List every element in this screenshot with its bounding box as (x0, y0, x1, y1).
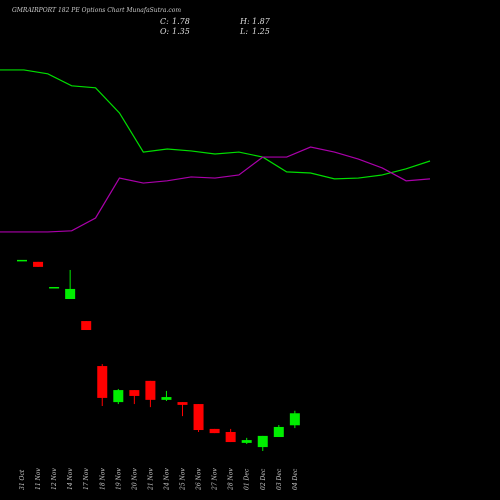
candle-body (113, 390, 124, 403)
x-tick-label: 11 Nov (35, 468, 42, 490)
candle-body (129, 390, 140, 396)
ohlc-value: 1.78 (172, 17, 190, 26)
candle-body (257, 435, 268, 448)
x-tick-label: 21 Nov (147, 468, 154, 491)
candle-body (177, 402, 188, 405)
indicator-line (0, 69, 431, 180)
x-tick-label: 03 Dec (276, 468, 283, 490)
ohlc-value: 1.87 (252, 17, 271, 26)
x-tick-label: 28 Nov (228, 468, 235, 491)
ohlc-value: 1.35 (172, 27, 190, 36)
ohlc-label: C: (160, 17, 169, 26)
x-tick-label: 04 Dec (292, 468, 299, 490)
candle-body (81, 321, 92, 331)
x-tick-label: 20 Nov (131, 468, 138, 491)
x-tick-label: 27 Nov (212, 468, 219, 491)
ohlc-label: L: (239, 27, 248, 36)
x-tick-label: 02 Dec (260, 468, 267, 490)
chart-title: GMRAIRPORT 182 PE Options Chart MunafaSu… (12, 7, 181, 14)
x-tick-label: 19 Nov (115, 468, 122, 490)
candle-body (49, 286, 60, 289)
x-tick-label: 18 Nov (99, 468, 106, 490)
candle-body (145, 380, 156, 400)
ohlc-label: O: (160, 27, 170, 36)
candle-body (33, 261, 44, 267)
x-tick-label: 26 Nov (196, 468, 203, 491)
ohlc-label: H: (239, 17, 250, 26)
x-tick-label: 31 Oct (19, 469, 26, 490)
candle-body (193, 404, 204, 431)
candle-body (65, 288, 76, 300)
candle-body (17, 259, 27, 262)
ohlc-value: 1.25 (252, 27, 270, 36)
x-tick-label: 14 Nov (67, 468, 74, 490)
candle-body (289, 413, 300, 426)
candle-body (273, 426, 284, 438)
candle-body (225, 431, 236, 443)
candle-body (97, 366, 108, 398)
x-tick-label: 12 Nov (51, 468, 58, 490)
x-tick-label: 24 Nov (163, 468, 170, 491)
x-tick-label: 17 Nov (83, 468, 90, 490)
indicator-line (0, 146, 431, 233)
x-tick-label: 25 Nov (180, 468, 187, 491)
candle-body (161, 397, 172, 400)
x-tick-label: 01 Dec (244, 468, 251, 490)
candle-body (209, 428, 220, 434)
candle-body (241, 440, 252, 443)
